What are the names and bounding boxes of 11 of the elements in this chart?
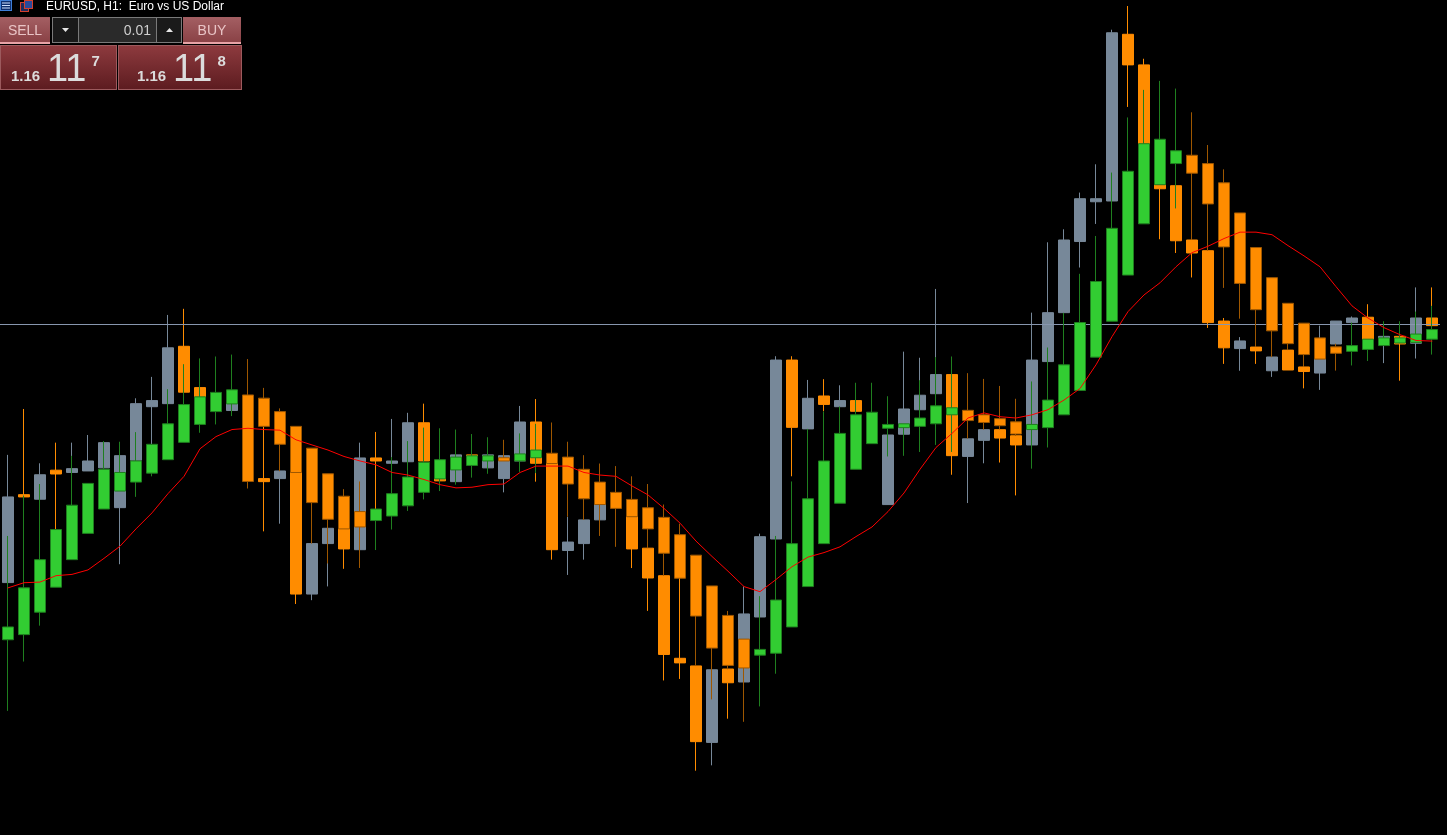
lot-field: 0.01 bbox=[78, 18, 157, 42]
price-box: 1.16 11$^{8}$ bbox=[118, 45, 242, 90]
annotation: 0.01 bbox=[123, 22, 151, 38]
sell-button: SELL bbox=[0, 17, 50, 44]
annotation: BUY bbox=[197, 21, 227, 38]
buy-button: BUY bbox=[183, 17, 241, 44]
price-box: 1.16 11$^{7}$ bbox=[0, 45, 117, 90]
annotation: 1.16 11$^{8}$ bbox=[137, 47, 226, 89]
annotation: 1.16 11$^{7}$ bbox=[11, 47, 100, 89]
chart-title: EURUSD, H1: Euro vs US Dollar bbox=[46, 0, 225, 13]
annotation: SELL bbox=[7, 21, 43, 38]
